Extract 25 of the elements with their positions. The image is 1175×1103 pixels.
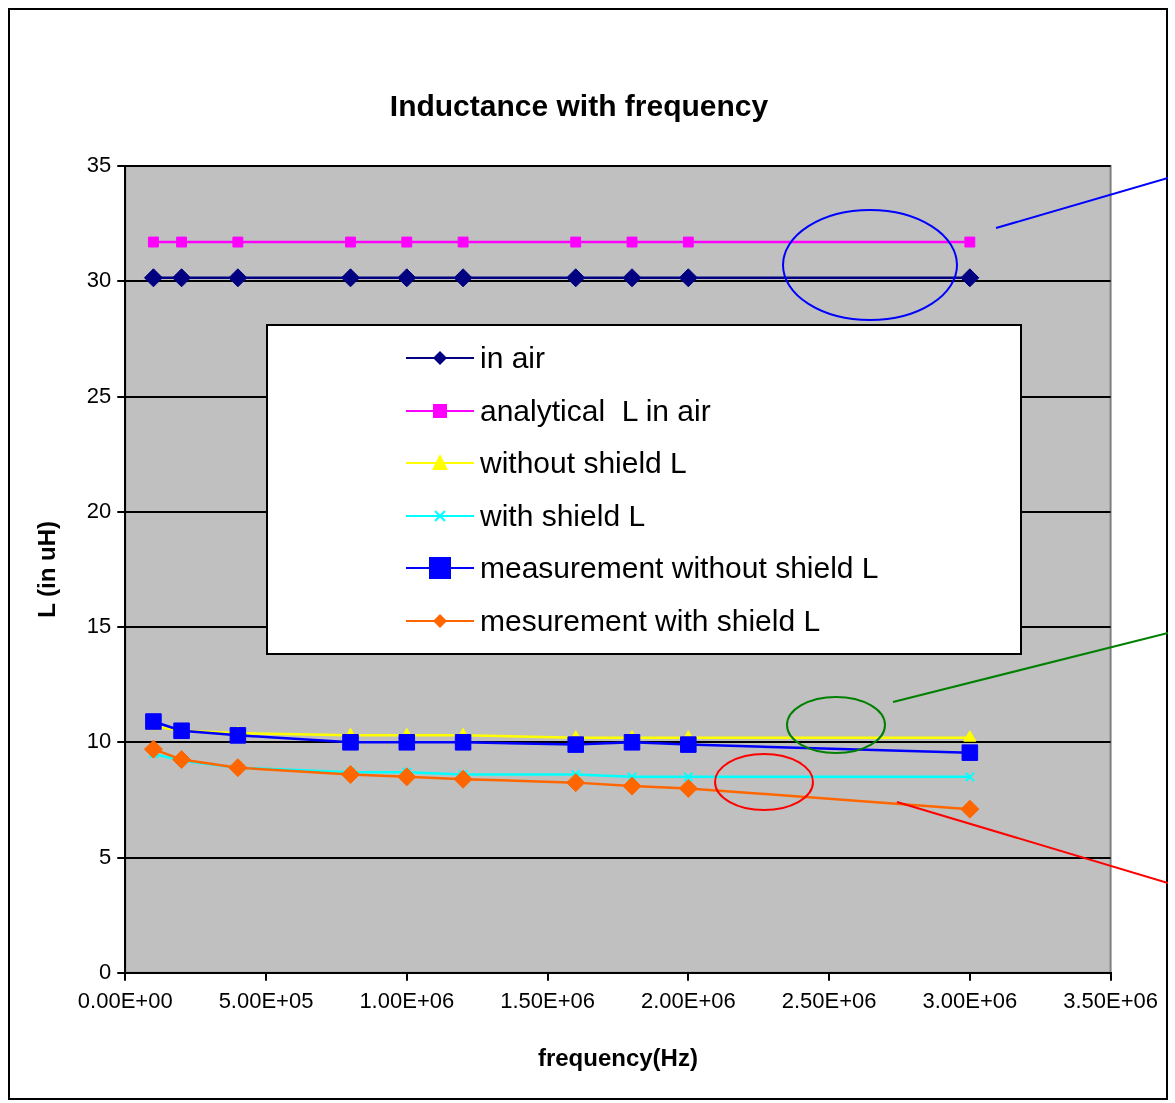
chart-title: Inductance with frequency bbox=[389, 89, 769, 123]
legend-label: analytical L in air bbox=[480, 393, 711, 428]
y-tick-label: 35 bbox=[86, 152, 112, 178]
y-tick-label: 15 bbox=[86, 613, 112, 639]
x-tick-label: 5.00E+05 bbox=[218, 988, 314, 1014]
legend-label: without shield L bbox=[480, 446, 687, 481]
x-axis-title: frequency(Hz) bbox=[537, 1044, 698, 1072]
x-tick-label: 1.50E+06 bbox=[500, 988, 595, 1014]
y-tick-label: 20 bbox=[86, 497, 112, 523]
legend-label: mesurement with shield L bbox=[480, 603, 821, 638]
legend-label: with shield L bbox=[480, 498, 646, 533]
x-tick-label: 3.00E+06 bbox=[922, 988, 1018, 1014]
x-tick-label: 2.00E+06 bbox=[640, 988, 736, 1014]
y-axis-title: L (in uH) bbox=[33, 520, 61, 618]
y-tick-label: 0 bbox=[99, 958, 112, 984]
legend-label: in air bbox=[480, 341, 546, 376]
y-tick-label: 30 bbox=[86, 267, 112, 293]
legend-label: measurement without shield L bbox=[480, 551, 879, 586]
x-tick-label: 3.50E+06 bbox=[1063, 988, 1158, 1014]
y-tick-label: 5 bbox=[99, 843, 112, 869]
y-tick-label: 10 bbox=[86, 728, 112, 754]
y-tick-label: 25 bbox=[86, 382, 112, 408]
x-tick-label: 2.50E+06 bbox=[781, 988, 877, 1014]
x-tick-label: 0.00E+00 bbox=[77, 988, 173, 1014]
x-tick-label: 1.00E+06 bbox=[359, 988, 455, 1014]
